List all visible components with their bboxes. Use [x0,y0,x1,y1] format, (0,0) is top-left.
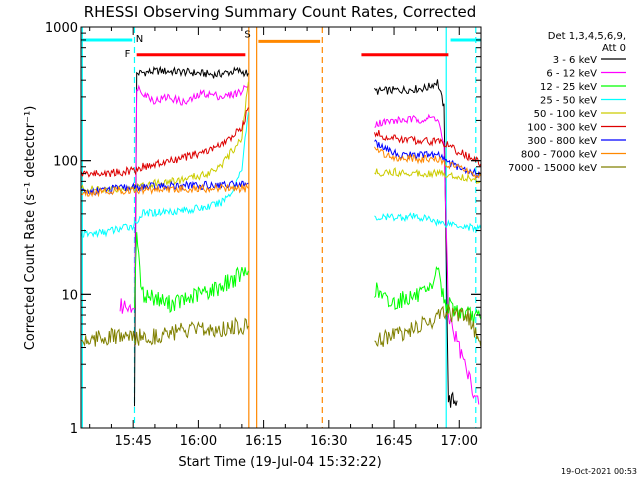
series-segment-0 [80,107,249,178]
chart-marks: NF S [80,27,482,428]
legend-label: 12 - 25 keV [540,82,597,93]
y-tick-label: 100 [53,155,78,170]
series-7000-15000-kev [81,304,482,348]
y-tick-label: 10 [61,288,78,303]
series-segment-1 [374,167,482,184]
x-tick-label: 17:00 [441,434,478,449]
legend-header: Att 0 [602,43,626,54]
x-axis-label: Start Time (19-Jul-04 15:32:22) [178,455,381,470]
legend-label: 300 - 800 keV [527,136,597,147]
x-tick-label: 16:15 [245,434,282,449]
series-segment-0 [81,182,249,198]
x-tick-label: 16:30 [310,434,347,449]
x-axis: 15:45 16:00 16:15 16:30 16:45 17:00 [89,27,482,449]
legend-label: 6 - 12 keV [546,69,597,80]
legend: Det 1,3,4,5,6,9,Att 0 3 - 6 keV 6 - 12 keV… [508,31,626,174]
y-axis: 1 10 100 1000 [45,21,481,437]
x-tick-label: 16:00 [180,434,217,449]
series-segment-0 [81,316,249,348]
legend-label: 50 - 100 keV [534,109,598,120]
legend-header: Det 1,3,4,5,6,9, [548,31,626,42]
y-axis-label: Corrected Count Rate (s⁻¹ detector⁻¹) [23,106,38,351]
series-segment-1 [374,113,480,405]
legend-label: 25 - 50 keV [540,96,597,107]
series-segment-1 [374,139,482,178]
series-segment-1 [374,79,458,408]
series-100-300-kev [80,107,482,178]
annotation-label-S: S [244,29,250,40]
plot-frame [80,26,482,429]
series-segment-1 [374,146,482,180]
series-segment-1 [374,130,482,167]
annotation-label-N: N [136,34,143,45]
series-25-50-kev [80,112,482,239]
series-segment-0 [81,180,249,196]
series-segment-0 [134,232,249,314]
series-segment-0 [80,112,249,239]
series-800-7000-kev [81,146,482,198]
y-tick-label: 1000 [45,21,78,36]
footer-date: 19-Oct-2021 00:53 [561,467,637,476]
y-tick-label: 1 [70,422,78,437]
legend-label: 7000 - 15000 keV [508,163,597,174]
series-segment-1 [374,212,482,233]
x-tick-label: 16:45 [375,434,412,449]
legend-label: 3 - 6 keV [553,55,597,66]
series-3-6-kev [134,65,458,408]
series-segment-1 [374,304,482,348]
chart-title: RHESSI Observing Summary Count Rates, Co… [84,3,477,21]
series-300-800-kev [81,139,482,196]
series-segment-0 [119,84,249,314]
legend-label: 100 - 300 keV [527,123,597,134]
x-tick-label: 15:45 [114,434,151,449]
series-segment-0 [134,65,249,407]
annotation-label-F: F [125,49,131,60]
legend-label: 800 - 7000 keV [521,150,597,161]
series-50-100-kev [80,81,482,194]
series-6-12-kev [119,84,480,405]
series-segment-0 [80,81,249,194]
